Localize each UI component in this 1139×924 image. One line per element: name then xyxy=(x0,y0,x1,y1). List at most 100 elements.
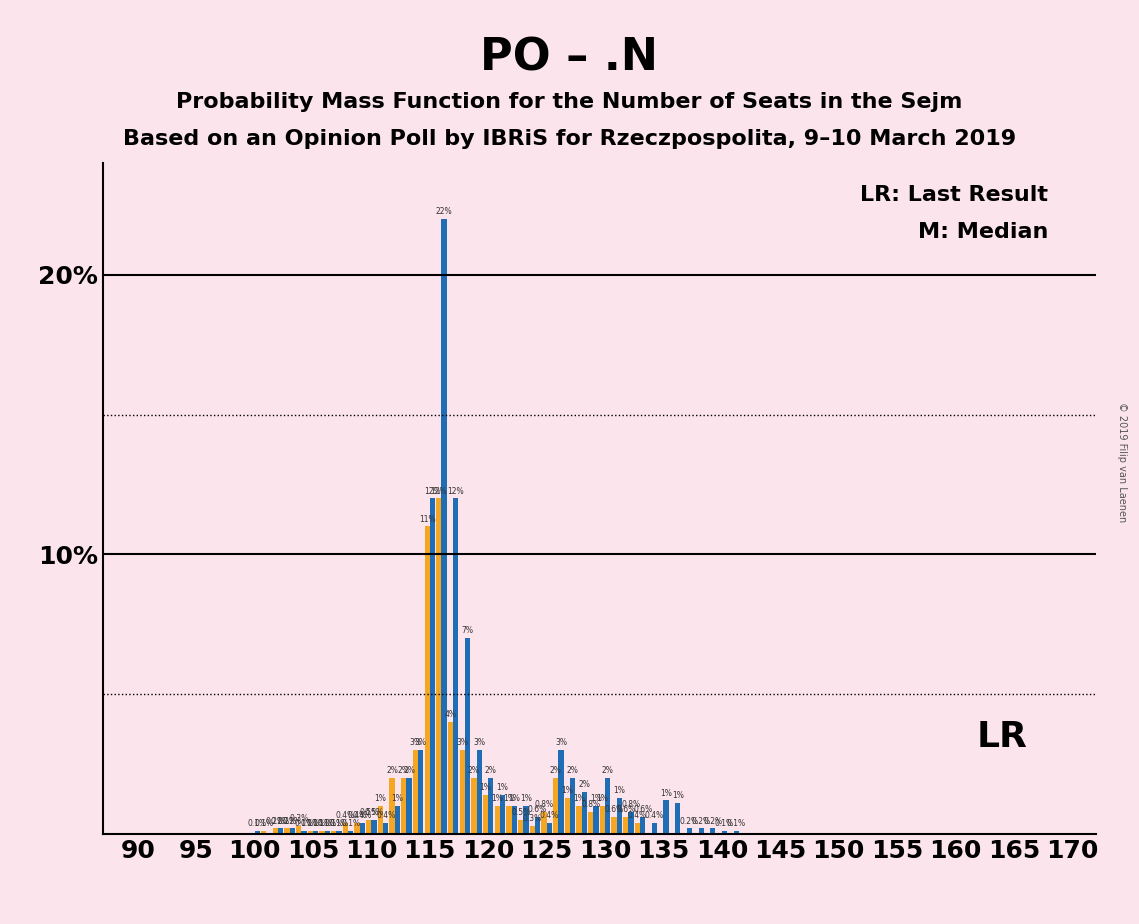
Bar xyxy=(518,820,523,834)
Bar xyxy=(302,832,306,834)
Text: 0.4%: 0.4% xyxy=(347,811,367,820)
Text: 0.1%: 0.1% xyxy=(329,820,349,828)
Text: 1%: 1% xyxy=(491,795,503,803)
Text: 11%: 11% xyxy=(419,515,435,524)
Bar xyxy=(593,806,599,834)
Text: 12%: 12% xyxy=(448,487,464,495)
Text: 0.1%: 0.1% xyxy=(312,820,331,828)
Bar xyxy=(412,750,418,834)
Text: 0.8%: 0.8% xyxy=(622,800,640,808)
Bar xyxy=(476,750,482,834)
Text: 0.5%: 0.5% xyxy=(511,808,531,817)
Text: 0.6%: 0.6% xyxy=(605,806,624,814)
Text: 0.1%: 0.1% xyxy=(301,820,320,828)
Bar xyxy=(605,778,611,834)
Bar xyxy=(664,800,669,834)
Bar xyxy=(582,792,587,834)
Text: 1%: 1% xyxy=(375,795,386,803)
Bar xyxy=(336,832,342,834)
Bar xyxy=(554,778,558,834)
Bar xyxy=(378,806,383,834)
Bar xyxy=(401,778,407,834)
Text: 0.1%: 0.1% xyxy=(325,820,343,828)
Bar xyxy=(570,778,575,834)
Text: 0.2%: 0.2% xyxy=(271,817,290,825)
Text: 1%: 1% xyxy=(508,795,521,803)
Text: 12%: 12% xyxy=(424,487,441,495)
Text: 0.1%: 0.1% xyxy=(247,820,267,828)
Bar xyxy=(489,778,493,834)
Text: 0.1%: 0.1% xyxy=(727,820,746,828)
Bar xyxy=(640,817,646,834)
Bar xyxy=(261,832,267,834)
Text: LR: LR xyxy=(976,720,1027,754)
Bar xyxy=(460,750,465,834)
Bar xyxy=(523,806,528,834)
Bar xyxy=(429,498,435,834)
Bar xyxy=(371,820,377,834)
Text: 1%: 1% xyxy=(562,785,573,795)
Text: 1%: 1% xyxy=(503,795,515,803)
Text: 0.6%: 0.6% xyxy=(633,806,653,814)
Text: 0.2%: 0.2% xyxy=(278,817,296,825)
Bar xyxy=(711,828,715,834)
Text: 0.6%: 0.6% xyxy=(528,806,547,814)
Text: 2%: 2% xyxy=(567,766,579,775)
Bar xyxy=(436,498,442,834)
Bar xyxy=(425,527,429,834)
Bar xyxy=(349,832,353,834)
Text: 0.4%: 0.4% xyxy=(540,811,559,820)
Bar xyxy=(390,778,395,834)
Text: 2%: 2% xyxy=(485,766,497,775)
Text: 0.2%: 0.2% xyxy=(680,817,699,825)
Bar xyxy=(541,811,547,834)
Text: 0.4%: 0.4% xyxy=(353,811,372,820)
Bar xyxy=(547,822,552,834)
Bar xyxy=(535,817,540,834)
Bar xyxy=(407,778,411,834)
Text: 1%: 1% xyxy=(392,795,403,803)
Bar xyxy=(272,828,278,834)
Bar xyxy=(453,498,458,834)
Bar xyxy=(600,806,605,834)
Bar xyxy=(465,638,470,834)
Bar xyxy=(383,822,388,834)
Text: 2%: 2% xyxy=(386,766,398,775)
Bar xyxy=(500,795,506,834)
Text: 0.1%: 0.1% xyxy=(306,820,325,828)
Text: 0.2%: 0.2% xyxy=(691,817,711,825)
Bar xyxy=(634,822,640,834)
Text: Probability Mass Function for the Number of Seats in the Sejm: Probability Mass Function for the Number… xyxy=(177,92,962,113)
Text: 0.8%: 0.8% xyxy=(581,800,600,808)
Text: 0.1%: 0.1% xyxy=(318,820,337,828)
Bar xyxy=(325,832,330,834)
Bar xyxy=(278,828,284,834)
Text: 3%: 3% xyxy=(555,738,567,748)
Bar xyxy=(558,750,564,834)
Text: 0.6%: 0.6% xyxy=(616,806,636,814)
Bar xyxy=(442,219,446,834)
Text: Based on an Opinion Poll by IBRiS for Rzeczpospolita, 9–10 March 2019: Based on an Opinion Poll by IBRiS for Rz… xyxy=(123,129,1016,150)
Bar xyxy=(289,828,295,834)
Text: 4%: 4% xyxy=(444,711,457,719)
Bar xyxy=(395,806,400,834)
Bar xyxy=(629,811,633,834)
Text: 1%: 1% xyxy=(480,783,492,792)
Text: 2%: 2% xyxy=(468,766,480,775)
Bar xyxy=(675,803,680,834)
Bar xyxy=(576,806,582,834)
Text: 0.4%: 0.4% xyxy=(336,811,355,820)
Text: 2%: 2% xyxy=(403,766,415,775)
Bar xyxy=(343,822,349,834)
Text: 1%: 1% xyxy=(573,795,585,803)
Text: 3%: 3% xyxy=(415,738,427,748)
Text: 2%: 2% xyxy=(550,766,562,775)
Bar xyxy=(354,822,360,834)
Text: 1%: 1% xyxy=(614,785,625,795)
Bar xyxy=(698,828,704,834)
Text: 0.1%: 0.1% xyxy=(254,820,273,828)
Bar xyxy=(319,832,325,834)
Text: 0.3%: 0.3% xyxy=(523,814,542,822)
Text: 0.1%: 0.1% xyxy=(294,820,313,828)
Bar xyxy=(483,795,489,834)
